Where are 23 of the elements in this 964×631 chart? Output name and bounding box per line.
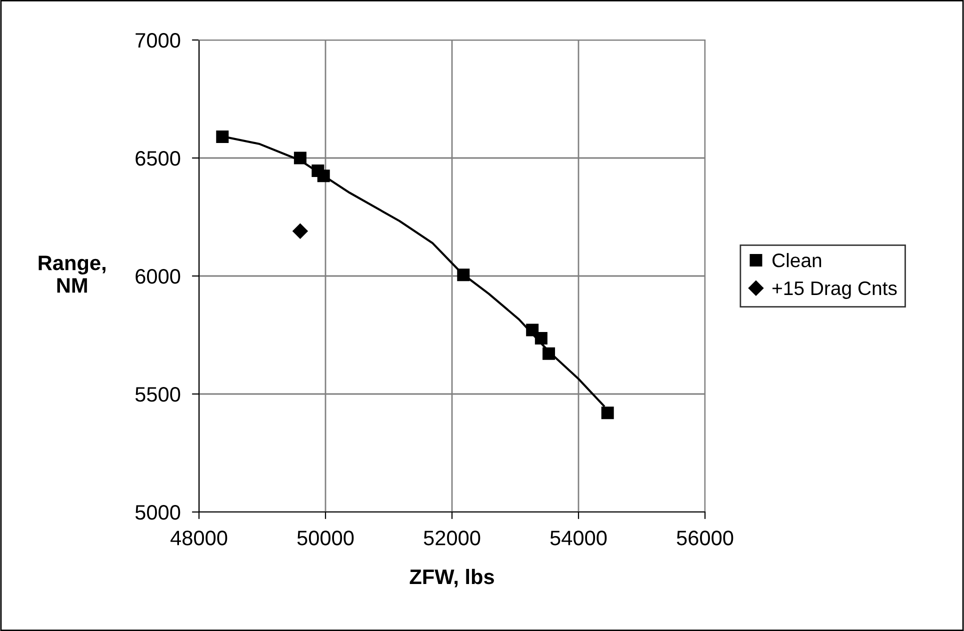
y-tick-label: 7000 (136, 33, 180, 48)
legend-label: Clean (772, 253, 822, 268)
point (526, 324, 539, 336)
point (457, 268, 470, 282)
x-tick-label: 54000 (550, 530, 607, 546)
x-tick-label: 50000 (297, 530, 354, 546)
y-axis-title: Range, NM (38, 256, 106, 293)
x-tick-label: 56000 (676, 530, 734, 546)
legend-label: +15 Drag Cnts (772, 281, 897, 299)
x-tick-label: 48000 (170, 530, 228, 546)
x-axis-title: ZFW, lbs (410, 568, 494, 588)
point (534, 332, 548, 345)
point (601, 406, 614, 420)
point (216, 130, 229, 144)
point (294, 152, 306, 164)
y-tick-label: 6500 (136, 151, 180, 166)
y-tick-label: 5500 (135, 387, 180, 402)
x-tick-label: 52000 (424, 530, 480, 546)
point (292, 224, 308, 239)
y-tick-label: 5000 (135, 505, 180, 520)
point (542, 347, 556, 360)
y-tick-label: 6000 (136, 269, 180, 284)
point (317, 170, 330, 182)
